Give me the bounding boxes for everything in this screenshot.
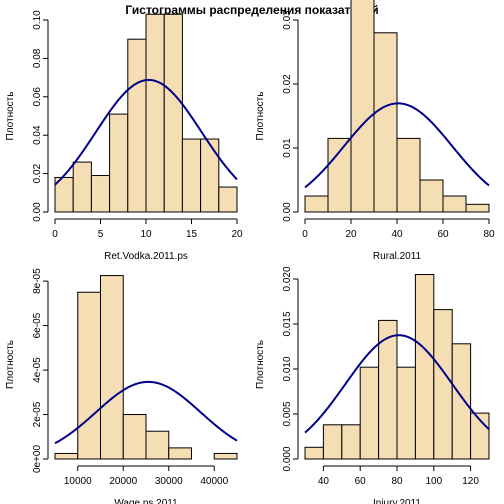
histogram-bar xyxy=(77,291,101,460)
histogram-bar xyxy=(414,274,435,460)
histogram-bar xyxy=(451,343,472,460)
histogram-bar xyxy=(163,13,183,213)
x-tick-label: 40000 xyxy=(200,476,228,487)
histogram-panel-2: 0 20 40 60 80 0.00 0.01 0.02 0.03 Rural.2011 Плотн… xyxy=(255,0,495,262)
histogram-bar xyxy=(218,186,238,213)
y-tick-label: 0.00 xyxy=(32,202,43,222)
y-tick-label: 0.01 xyxy=(282,138,293,158)
x-tick-label: 100 xyxy=(425,476,442,487)
histogram-bar xyxy=(200,138,220,213)
x-tick-label: 10000 xyxy=(64,476,92,487)
y-tick-label: 0.005 xyxy=(282,401,293,426)
density-curve xyxy=(54,78,238,186)
histogram-bar xyxy=(396,137,421,213)
x-tick-label: 60 xyxy=(437,229,449,240)
y-axis-title: Плотность xyxy=(255,92,266,141)
x-tick-label: 30000 xyxy=(155,476,183,487)
x-tick-label: 80 xyxy=(483,229,495,240)
histogram-bar xyxy=(442,195,467,213)
histogram-panel-4: 40 60 80 100 120 0.000 0.005 0.010 0.015 0.020 Inj… xyxy=(255,266,490,504)
histogram-bar xyxy=(90,175,111,213)
x-tick-label: 120 xyxy=(462,476,479,487)
histogram-bar xyxy=(359,366,380,460)
x-tick-label: 10 xyxy=(140,229,152,240)
x-axis-title: Injury.2011 xyxy=(373,498,421,504)
x-tick-label: 60 xyxy=(355,476,367,487)
y-tick-label: 0.020 xyxy=(282,266,293,291)
y-tick-label: 0.03 xyxy=(282,10,293,30)
histogram-bar xyxy=(341,424,361,460)
histogram-bar xyxy=(127,38,147,213)
histogram-bar xyxy=(100,275,124,460)
histogram-bar xyxy=(168,447,192,460)
histogram-bar xyxy=(419,179,444,213)
y-tick-label: 6e-05 xyxy=(32,312,43,338)
x-tick-label: 20 xyxy=(345,229,357,240)
x-tick-label: 0 xyxy=(302,229,308,240)
histogram-bar xyxy=(181,138,202,213)
histogram-bar xyxy=(304,446,324,460)
histogram-bar xyxy=(145,430,170,460)
histogram-bar xyxy=(396,366,416,460)
y-tick-label: 0.08 xyxy=(32,48,43,68)
y-tick-label: 0.000 xyxy=(282,446,293,471)
histogram-bar xyxy=(327,137,352,213)
y-tick-label: 0.010 xyxy=(282,356,293,381)
y-tick-label: 0.00 xyxy=(282,202,293,222)
density-curve xyxy=(54,380,238,445)
x-axis-title: Wage.ps.2011 xyxy=(114,498,178,504)
y-axis-title: Плотность xyxy=(255,340,266,389)
y-tick-label: 0.02 xyxy=(282,74,293,94)
y-tick-label: 0.10 xyxy=(32,10,43,30)
x-tick-label: 80 xyxy=(391,476,403,487)
y-tick-label: 0.04 xyxy=(32,125,43,145)
histogram-bar xyxy=(465,203,490,213)
histogram-bar xyxy=(122,414,147,460)
x-tick-label: 20000 xyxy=(109,476,137,487)
y-axis-title: Плотность xyxy=(5,92,16,141)
histogram-bar xyxy=(304,195,329,213)
histogram-bar xyxy=(213,452,238,460)
x-axis-title: Rural.2011 xyxy=(373,251,422,262)
histogram-bar xyxy=(72,161,92,213)
y-tick-label: 2e-05 xyxy=(32,401,43,427)
y-tick-label: 0.015 xyxy=(282,311,293,336)
x-tick-label: 5 xyxy=(98,229,104,240)
figure-title: Гистограммы распределения показателей xyxy=(125,3,378,17)
x-tick-label: 20 xyxy=(231,229,243,240)
histogram-bar xyxy=(322,424,343,460)
x-tick-label: 40 xyxy=(318,476,330,487)
histogram-panel-1: 0 5 10 15 20 0.00 0.02 0.04 0.06 0.08 0.10 Ret.Vodk… xyxy=(5,10,243,262)
histogram-panel-3: 10000 20000 30000 40000 0e+00 2e-05 4e-05 6e-05… xyxy=(5,268,238,504)
y-axis-title: Плотность xyxy=(5,340,16,389)
x-tick-label: 0 xyxy=(52,229,58,240)
x-tick-label: 40 xyxy=(391,229,403,240)
histogram-bar xyxy=(145,13,165,213)
x-axis-title: Ret.Vodka.2011.ps xyxy=(104,251,188,262)
y-tick-label: 0.06 xyxy=(32,87,43,107)
x-tick-label: 15 xyxy=(186,229,198,240)
histogram-bar xyxy=(54,452,79,460)
histogram-bar xyxy=(373,32,398,213)
density-curve xyxy=(304,102,490,189)
histogram-bar xyxy=(109,113,129,213)
y-tick-label: 8e-05 xyxy=(32,268,43,294)
histogram-bar xyxy=(433,309,453,460)
y-tick-label: 0.02 xyxy=(32,163,43,183)
y-tick-label: 4e-05 xyxy=(32,357,43,383)
density-curve xyxy=(304,334,490,434)
y-tick-label: 0e+00 xyxy=(32,445,43,474)
histogram-bar xyxy=(350,0,375,213)
